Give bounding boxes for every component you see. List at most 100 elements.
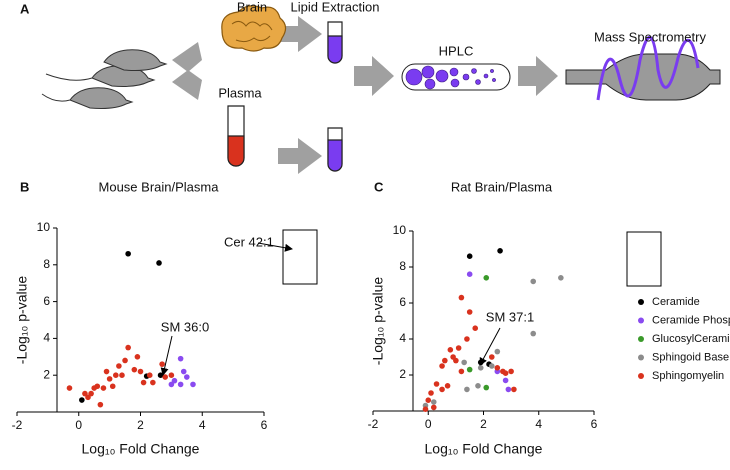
data-point bbox=[97, 401, 104, 408]
data-point bbox=[100, 385, 107, 391]
data-point bbox=[430, 399, 437, 405]
data-point bbox=[125, 344, 131, 351]
panel-label: A bbox=[20, 1, 30, 16]
data-point bbox=[455, 345, 462, 351]
data-point bbox=[447, 347, 454, 353]
x-tick-label: 0 bbox=[75, 418, 82, 432]
data-point bbox=[428, 390, 434, 396]
data-point bbox=[171, 377, 178, 384]
data-point bbox=[502, 377, 509, 384]
panel-label: B bbox=[20, 179, 29, 194]
data-point bbox=[508, 368, 514, 375]
data-point bbox=[180, 368, 187, 375]
y-tick-label: 8 bbox=[399, 259, 406, 273]
data-point bbox=[444, 383, 451, 389]
x-axis-label: Log₁₀ Fold Change bbox=[425, 441, 543, 457]
data-point bbox=[168, 372, 175, 379]
diagram-label: Mass Spectrometry bbox=[594, 29, 706, 44]
data-point bbox=[79, 397, 85, 403]
chart-title: Rat Brain/Plasma bbox=[451, 179, 553, 194]
inset-box bbox=[282, 229, 318, 285]
data-point bbox=[464, 386, 470, 393]
data-point bbox=[530, 278, 537, 285]
data-point bbox=[558, 275, 564, 281]
data-point bbox=[109, 383, 116, 390]
x-tick-label: 4 bbox=[199, 418, 206, 432]
y-tick-label: 2 bbox=[399, 367, 406, 381]
x-tick-label: 6 bbox=[591, 417, 598, 431]
x-tick-label: 2 bbox=[137, 418, 144, 432]
data-point bbox=[477, 365, 484, 371]
brain-folds bbox=[231, 20, 273, 43]
diagram-label: HPLC bbox=[439, 43, 474, 58]
data-point bbox=[466, 309, 473, 315]
inset-box bbox=[626, 231, 662, 287]
legend-marker bbox=[638, 354, 644, 361]
legend-marker bbox=[638, 336, 644, 342]
data-point bbox=[458, 368, 465, 375]
x-tick-label: 0 bbox=[425, 417, 432, 431]
legend-marker bbox=[638, 299, 644, 305]
y-tick-label: 8 bbox=[43, 257, 50, 271]
data-point bbox=[146, 372, 153, 379]
annotation: SM 36:0 bbox=[161, 319, 209, 334]
data-point bbox=[483, 275, 490, 281]
legend-marker bbox=[638, 373, 644, 379]
mass-spec-body bbox=[565, 53, 721, 101]
data-point bbox=[190, 381, 196, 388]
data-point bbox=[497, 248, 503, 254]
data-point bbox=[483, 384, 490, 391]
data-point bbox=[106, 376, 113, 382]
annotation-arrow bbox=[160, 335, 173, 376]
data-point bbox=[113, 372, 119, 379]
data-point bbox=[162, 374, 168, 380]
data-point bbox=[430, 404, 437, 411]
data-point bbox=[184, 374, 190, 380]
data-point bbox=[461, 359, 467, 366]
data-point bbox=[511, 386, 517, 393]
data-point bbox=[116, 363, 122, 369]
data-point bbox=[466, 271, 473, 278]
data-point bbox=[475, 383, 481, 389]
y-tick-label: 6 bbox=[399, 295, 406, 309]
legend-label: Ceramide Phosphate bbox=[652, 314, 730, 326]
data-point bbox=[453, 357, 459, 364]
x-tick-label: 6 bbox=[261, 418, 268, 432]
legend-label: Sphingomyelin bbox=[652, 370, 724, 382]
flow-arrows bbox=[172, 16, 558, 174]
annotation-arrow bbox=[479, 327, 501, 366]
data-point bbox=[66, 385, 73, 391]
hplc-particles bbox=[405, 65, 496, 90]
y-tick-label: 10 bbox=[37, 220, 51, 234]
data-point bbox=[442, 357, 448, 364]
y-tick-label: 10 bbox=[393, 223, 407, 237]
annotation-arrow bbox=[257, 242, 293, 252]
data-point bbox=[439, 363, 445, 369]
data-point bbox=[466, 253, 473, 259]
data-point bbox=[137, 368, 144, 375]
annotation: SM 37:1 bbox=[486, 309, 534, 324]
data-point bbox=[125, 250, 131, 257]
panel-label: C bbox=[374, 179, 384, 194]
data-point bbox=[103, 368, 110, 375]
data-point bbox=[505, 386, 512, 393]
data-point bbox=[494, 365, 501, 371]
y-tick-label: 6 bbox=[43, 294, 50, 308]
data-point bbox=[502, 370, 509, 377]
data-point bbox=[177, 381, 184, 388]
y-axis-label: -Log₁₀ p-value bbox=[370, 277, 386, 366]
x-tick-label: -2 bbox=[368, 417, 379, 431]
data-point bbox=[88, 390, 94, 397]
x-tick-label: -2 bbox=[12, 418, 23, 432]
x-axis-label: Log₁₀ Fold Change bbox=[82, 441, 200, 457]
data-point bbox=[488, 363, 495, 369]
data-point bbox=[466, 366, 473, 373]
data-point bbox=[472, 325, 479, 332]
x-tick-label: 4 bbox=[535, 417, 542, 431]
data-point bbox=[140, 379, 147, 386]
legend-marker bbox=[638, 317, 644, 324]
data-point bbox=[433, 381, 440, 387]
data-point bbox=[425, 397, 432, 404]
legend-label: Sphingoid Base bbox=[652, 351, 729, 363]
legend-label: Ceramide bbox=[652, 296, 700, 308]
